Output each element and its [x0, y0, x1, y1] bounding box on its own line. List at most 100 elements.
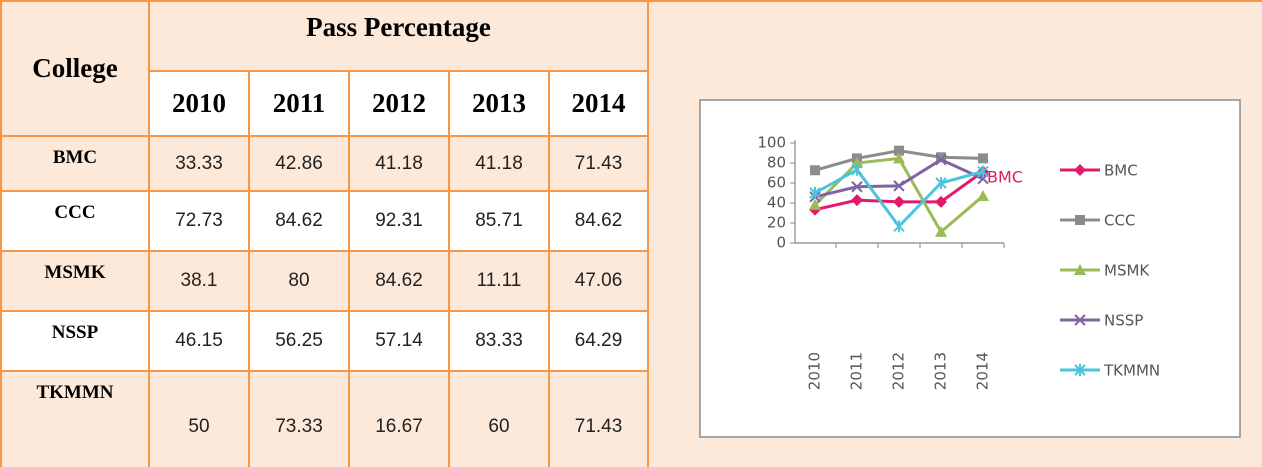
chart: 0 20 40 60 80 100 2010 2011 2012 2013 2014 BMC CCC MS…: [699, 99, 1241, 438]
y-tick-label: 0: [776, 234, 786, 252]
marker: [893, 152, 905, 164]
chart-frame: [699, 99, 1241, 438]
marker: [1075, 215, 1085, 225]
marker-shape: [851, 194, 863, 207]
pass-value: 57.14: [348, 310, 450, 372]
pass-value: 72.73: [148, 190, 250, 252]
pass-value: 47.06: [547, 250, 650, 312]
table-row: MSMK 38.1 80 84.62 11.11 47.06: [0, 250, 1262, 312]
pass-value: 83.33: [448, 310, 550, 372]
legend-label: CCC: [1104, 212, 1135, 230]
marker: [1074, 164, 1086, 176]
pass-value: 38.1: [148, 250, 250, 312]
marker-shape: [893, 180, 905, 192]
marker-shape: [978, 153, 988, 164]
y-tick-label: 20: [767, 214, 786, 232]
year-header: 2014: [547, 70, 650, 137]
college-header: College: [0, 0, 150, 137]
college-name: BMC: [0, 135, 150, 192]
marker-shape: [1074, 264, 1086, 275]
marker: [851, 181, 863, 193]
college-name: CCC: [0, 190, 150, 252]
marker-shape: [935, 225, 947, 237]
marker: [893, 195, 905, 208]
pass-value: 41.18: [448, 135, 550, 192]
marker: [977, 189, 989, 201]
pass-value: 71.43: [547, 135, 650, 192]
college-name: TKMMN: [0, 370, 150, 467]
year-header: 2012: [348, 70, 450, 137]
marker: [936, 152, 946, 163]
pass-value: 56.25: [248, 310, 350, 372]
marker-shape: [810, 165, 820, 176]
marker: [977, 165, 989, 178]
marker: [851, 194, 863, 207]
college-name: MSMK: [0, 250, 150, 312]
legend-label: NSSP: [1104, 312, 1143, 330]
table-row: NSSP 46.15 56.25 57.14 83.33 64.29: [0, 310, 1262, 372]
marker: [894, 145, 904, 156]
marker-shape: [893, 152, 905, 164]
marker: [851, 157, 863, 168]
legend-label: TKMMN: [1103, 362, 1160, 380]
year-header: 2010: [148, 70, 250, 137]
pass-value: 41.18: [348, 135, 450, 192]
marker-shape: [935, 195, 947, 208]
pass-value: 50: [148, 370, 250, 467]
year-header: 2013: [448, 70, 550, 137]
marker-shape: [1074, 314, 1086, 326]
pass-value: 64.29: [547, 310, 650, 372]
pass-value: 16.67: [348, 370, 450, 467]
pass-value: 84.62: [348, 250, 450, 312]
marker-shape: [809, 198, 821, 210]
marker-shape: [1074, 164, 1086, 176]
pass-value: 33.33: [148, 135, 250, 192]
pass-value: 42.86: [248, 135, 350, 192]
marker: [809, 187, 821, 199]
x-tick-label: 2014: [974, 352, 992, 390]
marker: [809, 198, 821, 210]
y-tick-label: 40: [767, 194, 786, 212]
marker-shape: [935, 153, 947, 166]
marker-shape: [851, 157, 863, 168]
marker: [935, 177, 947, 189]
marker: [935, 195, 947, 208]
table-row: BMC 33.33 42.86 41.18 41.18 71.43: [0, 135, 1262, 192]
legend-label: MSMK: [1104, 262, 1150, 280]
marker: [851, 163, 863, 176]
table-row: CCC 72.73 84.62 92.31 85.71 84.62: [0, 190, 1262, 252]
marker-shape: [936, 152, 946, 163]
pass-value: 71.43: [547, 370, 650, 467]
marker: [935, 153, 947, 166]
y-tick-label: 80: [767, 154, 786, 172]
marker: [1074, 314, 1086, 326]
table-row: TKMMN 50 73.33 16.67 60 71.43: [0, 370, 1262, 467]
marker: [893, 220, 905, 233]
marker: [978, 153, 988, 164]
marker-shape: [977, 189, 989, 201]
x-tick-label: 2012: [890, 352, 908, 390]
pass-value: 92.31: [348, 190, 450, 252]
marker: [1074, 364, 1086, 376]
marker: [893, 180, 905, 192]
x-tick-label: 2013: [932, 352, 950, 390]
college-name: NSSP: [0, 310, 150, 372]
marker-shape: [1075, 215, 1085, 225]
marker: [810, 165, 820, 176]
pass-value: 11.11: [448, 250, 550, 312]
marker-shape: [893, 195, 905, 208]
marker: [935, 225, 947, 237]
legend-label: BMC: [1104, 162, 1138, 180]
pass-value: 85.71: [448, 190, 550, 252]
y-tick-label: 60: [767, 174, 786, 192]
pass-value: 60: [448, 370, 550, 467]
pass-value: 46.15: [148, 310, 250, 372]
y-tick-label: 100: [757, 134, 786, 152]
pass-value: 84.62: [547, 190, 650, 252]
annotation: BMC: [987, 168, 1023, 187]
marker-shape: [851, 181, 863, 193]
pass-value: 80: [248, 250, 350, 312]
pass-value: 84.62: [248, 190, 350, 252]
